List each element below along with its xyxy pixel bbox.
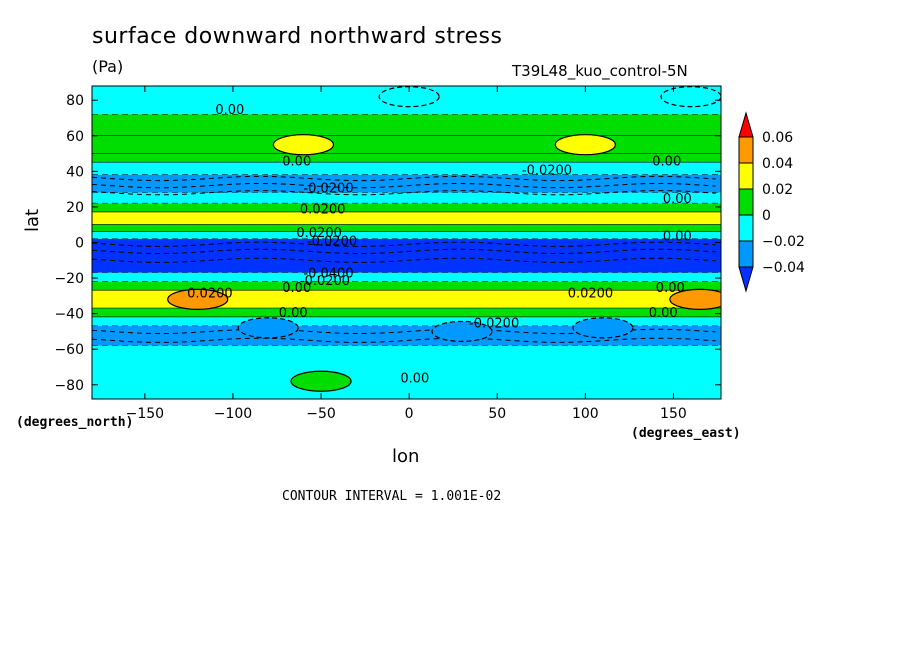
colorbar-arrow-bottom bbox=[738, 266, 754, 293]
x-tick-label: 100 bbox=[572, 406, 599, 422]
x-axis-label: lon bbox=[392, 446, 420, 467]
colorbar-box bbox=[738, 214, 754, 242]
field-patch-9 bbox=[572, 317, 634, 339]
y-tick-label: 80 bbox=[66, 93, 84, 109]
colorbar-box bbox=[738, 188, 754, 216]
x-tick-label: −50 bbox=[306, 406, 336, 422]
contour-label: 0.00 bbox=[400, 372, 429, 387]
x-tick-label: 50 bbox=[488, 406, 506, 422]
run-label: T39L48_kuo_control-5N bbox=[512, 62, 688, 80]
field-patch-4 bbox=[290, 370, 352, 392]
field-band-6 bbox=[92, 192, 721, 204]
y-tick-label: −80 bbox=[54, 378, 84, 394]
field-patch-2 bbox=[272, 134, 335, 156]
colorbar-label: 0.06 bbox=[762, 130, 793, 146]
colorbar-label: 0.02 bbox=[762, 182, 793, 198]
contour-label: 0.00 bbox=[656, 281, 685, 296]
contour-label: 0.00 bbox=[649, 306, 678, 321]
contour-label: 0.0200 bbox=[300, 203, 346, 218]
contour-label: 0.00 bbox=[282, 155, 311, 170]
field-patch-1 bbox=[669, 288, 721, 311]
field-band-16 bbox=[92, 317, 721, 327]
colorbar-arrow-top bbox=[738, 111, 754, 138]
contour-label: 0.00 bbox=[282, 281, 311, 296]
y-tick-label: −60 bbox=[54, 342, 84, 358]
y-tick-label: 0 bbox=[75, 236, 84, 252]
field-band-9 bbox=[92, 224, 721, 232]
colorbar-label: −0.02 bbox=[762, 234, 805, 250]
x-tick-label: 150 bbox=[660, 406, 687, 422]
contour-label: -0.0200 bbox=[307, 235, 357, 250]
x-unit-label: (degrees_east) bbox=[631, 426, 741, 441]
field-patch-0 bbox=[167, 288, 229, 311]
contour-label: -0.0400 bbox=[303, 267, 353, 282]
contour-label: 0.00 bbox=[663, 229, 692, 244]
field-band-12 bbox=[92, 272, 721, 282]
colorbar-box bbox=[738, 136, 754, 164]
field-band-4 bbox=[92, 162, 721, 175]
field-patch-3 bbox=[554, 134, 616, 156]
colorbar-label: −0.04 bbox=[762, 260, 805, 276]
y-tick-label: −40 bbox=[54, 307, 84, 323]
contour-label: 0.0200 bbox=[187, 286, 233, 301]
field-band-14 bbox=[92, 290, 721, 309]
contour-label: 0.00 bbox=[663, 192, 692, 207]
contour-label: 0.00 bbox=[279, 306, 308, 321]
y-tick-label: 60 bbox=[66, 129, 84, 145]
contour-label: 0.0200 bbox=[568, 286, 614, 301]
field-band-1 bbox=[92, 114, 721, 136]
contour-interval-label: CONTOUR INTERVAL = 1.001E-02 bbox=[282, 489, 502, 504]
contour-label: 0.0200 bbox=[296, 226, 342, 241]
field-band-15 bbox=[92, 308, 721, 318]
chart-title: surface downward northward stress bbox=[92, 24, 503, 49]
y-tick-label: 40 bbox=[66, 164, 84, 180]
field-band-8 bbox=[92, 212, 721, 225]
y-unit-label: (degrees_north) bbox=[16, 415, 134, 430]
x-tick-label: −100 bbox=[214, 406, 252, 422]
units-label: (Pa) bbox=[92, 57, 124, 76]
colorbar-label: 0.04 bbox=[762, 156, 793, 172]
contour-label: -0.0200 bbox=[522, 164, 572, 179]
field-patch-7 bbox=[237, 317, 299, 339]
field-patch-5 bbox=[660, 86, 721, 108]
field-band-3 bbox=[92, 153, 721, 163]
colorbar-box bbox=[738, 162, 754, 190]
field-layer: 0.000.00-0.02000.00-0.02000.000.02000.02… bbox=[92, 86, 721, 399]
colorbar-label: 0 bbox=[762, 208, 771, 224]
x-tick-label: 0 bbox=[405, 406, 414, 422]
field-band-13 bbox=[92, 281, 721, 291]
field-band-10 bbox=[92, 231, 721, 239]
field-band-5 bbox=[92, 174, 721, 193]
y-tick-label: −20 bbox=[54, 271, 84, 287]
contour-label: -0.0200 bbox=[469, 317, 519, 332]
contour-label: -0.0200 bbox=[303, 181, 353, 196]
field-band-7 bbox=[92, 203, 721, 213]
colorbar-box bbox=[738, 240, 754, 268]
field-band-2 bbox=[92, 135, 721, 154]
field-band-18 bbox=[92, 345, 721, 399]
field-band-11 bbox=[92, 238, 721, 273]
contour-label: 0.00 bbox=[652, 155, 681, 170]
x-tick-label: −150 bbox=[126, 406, 164, 422]
contour-label: -0.0200 bbox=[300, 274, 350, 289]
field-patch-8 bbox=[431, 320, 493, 343]
y-tick-label: 20 bbox=[66, 200, 84, 216]
contour-label: 0.00 bbox=[215, 103, 244, 118]
